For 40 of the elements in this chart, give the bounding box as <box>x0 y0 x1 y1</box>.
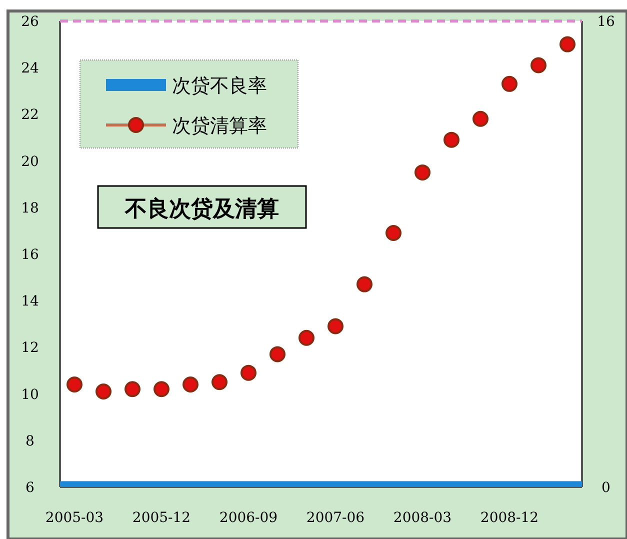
legend-label: 次贷不良率 <box>172 75 267 97</box>
y-tick-label: 18 <box>21 200 39 216</box>
x-tick-label: 2006-09 <box>219 510 278 526</box>
y-tick-label: 20 <box>21 154 39 170</box>
point <box>96 383 112 400</box>
y-tick-label: 26 <box>21 14 39 30</box>
point <box>386 225 402 242</box>
point <box>328 318 344 334</box>
y-tick-label: 8 <box>26 433 34 450</box>
legend-label: 次贷清算率 <box>172 115 267 137</box>
y-tick-label: 24 <box>21 60 39 77</box>
point <box>154 381 170 398</box>
point <box>560 36 576 52</box>
point <box>472 110 488 127</box>
y-tick-label: 14 <box>21 294 39 310</box>
point <box>212 374 228 390</box>
x-tick-label: 2008-03 <box>393 510 452 526</box>
point <box>124 381 140 398</box>
y-tick-label: 22 <box>21 107 39 124</box>
y-tick-label: 6 <box>26 480 35 496</box>
text: 不良次贷及清算 <box>124 196 279 222</box>
x-tick-label: 2005-03 <box>45 510 104 526</box>
point <box>240 364 256 381</box>
x-tick-label: 2005-12 <box>132 510 191 526</box>
point <box>66 376 82 392</box>
y2-tick-label: 0 <box>602 480 610 496</box>
y-tick-label: 12 <box>21 340 39 356</box>
y-tick-label: 10 <box>21 386 39 403</box>
x-tick-label: 2008-12 <box>480 510 539 526</box>
point <box>444 132 460 148</box>
x-tick-label: 2007-06 <box>306 510 365 526</box>
point <box>414 164 430 180</box>
point <box>356 276 372 292</box>
point <box>530 57 546 74</box>
point <box>298 330 314 346</box>
point <box>270 346 286 362</box>
y-tick-label: 16 <box>21 247 39 263</box>
point <box>182 376 198 392</box>
point <box>502 76 518 92</box>
y2-tick-label: 16 <box>597 14 615 30</box>
